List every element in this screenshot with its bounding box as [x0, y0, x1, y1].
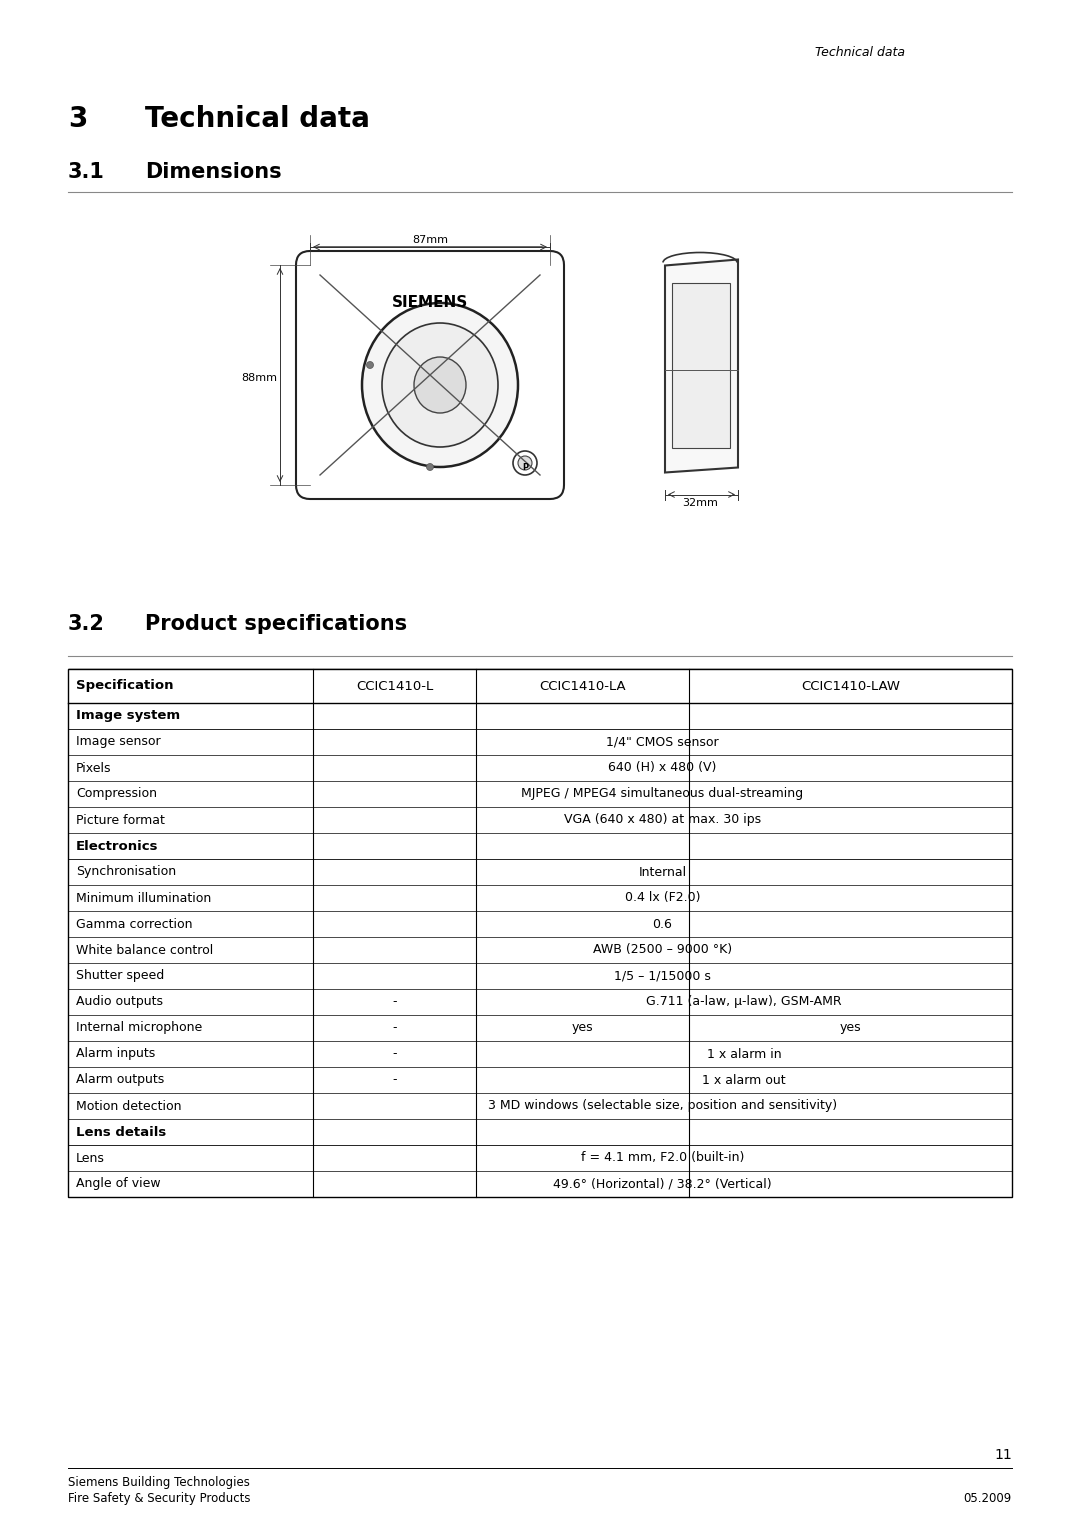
- Bar: [68, 669, 1012, 1197]
- Text: 0.4 lx (F2.0): 0.4 lx (F2.0): [624, 892, 700, 904]
- Text: White balance control: White balance control: [76, 944, 213, 956]
- Text: Picture format: Picture format: [76, 814, 165, 826]
- FancyBboxPatch shape: [296, 250, 564, 499]
- Text: MJPEG / MPEG4 simultaneous dual-streaming: MJPEG / MPEG4 simultaneous dual-streamin…: [522, 788, 804, 800]
- Text: AWB (2500 – 9000 °K): AWB (2500 – 9000 °K): [593, 944, 732, 956]
- Ellipse shape: [414, 357, 465, 412]
- Text: CCIC1410-LAW: CCIC1410-LAW: [801, 680, 900, 693]
- Text: P: P: [522, 464, 528, 472]
- Text: Shutter speed: Shutter speed: [76, 970, 164, 982]
- Text: 1 x alarm in: 1 x alarm in: [706, 1048, 781, 1060]
- Text: Internal microphone: Internal microphone: [76, 1022, 202, 1034]
- Bar: [68, 834, 1012, 860]
- Text: Pixels: Pixels: [76, 762, 111, 774]
- Circle shape: [366, 362, 374, 368]
- Bar: [68, 702, 1012, 728]
- Text: 88mm: 88mm: [241, 373, 276, 383]
- Text: Internal: Internal: [638, 866, 687, 878]
- Text: Technical data: Technical data: [145, 105, 369, 133]
- Text: 1 x alarm out: 1 x alarm out: [702, 1073, 786, 1087]
- Text: 32mm: 32mm: [683, 498, 718, 508]
- Text: 3.2: 3.2: [68, 614, 105, 634]
- Text: -: -: [392, 1073, 396, 1087]
- Text: Technical data: Technical data: [815, 46, 905, 60]
- Text: VGA (640 x 480) at max. 30 ips: VGA (640 x 480) at max. 30 ips: [564, 814, 761, 826]
- Text: 0.6: 0.6: [652, 918, 673, 930]
- Text: f = 4.1 mm, F2.0 (built-in): f = 4.1 mm, F2.0 (built-in): [581, 1151, 744, 1165]
- Text: 49.6° (Horizontal) / 38.2° (Vertical): 49.6° (Horizontal) / 38.2° (Vertical): [553, 1177, 772, 1191]
- Text: Alarm inputs: Alarm inputs: [76, 1048, 156, 1060]
- Text: Lens: Lens: [76, 1151, 105, 1165]
- Text: 1/4" CMOS sensor: 1/4" CMOS sensor: [606, 736, 719, 748]
- Text: Dimensions: Dimensions: [145, 162, 282, 182]
- Text: 11: 11: [995, 1448, 1012, 1461]
- Text: Siemens Building Technologies: Siemens Building Technologies: [68, 1477, 249, 1489]
- Circle shape: [513, 450, 537, 475]
- Text: yes: yes: [571, 1022, 593, 1034]
- Text: Product specifications: Product specifications: [145, 614, 407, 634]
- Text: 3.1: 3.1: [68, 162, 105, 182]
- Text: -: -: [392, 1048, 396, 1060]
- Circle shape: [518, 457, 532, 470]
- Bar: [68, 1119, 1012, 1145]
- Ellipse shape: [362, 302, 518, 467]
- Text: -: -: [392, 1022, 396, 1034]
- Text: CCIC1410-LA: CCIC1410-LA: [539, 680, 625, 693]
- Text: Image system: Image system: [76, 710, 180, 722]
- Text: 1/5 – 1/15000 s: 1/5 – 1/15000 s: [615, 970, 711, 982]
- Text: Image sensor: Image sensor: [76, 736, 161, 748]
- Text: Lens details: Lens details: [76, 1125, 166, 1139]
- Text: -: -: [392, 996, 396, 1008]
- Text: Minimum illumination: Minimum illumination: [76, 892, 212, 904]
- Text: 87mm: 87mm: [411, 235, 448, 244]
- Ellipse shape: [382, 324, 498, 447]
- Text: 3 MD windows (selectable size, position and sensitivity): 3 MD windows (selectable size, position …: [488, 1099, 837, 1113]
- Text: Motion detection: Motion detection: [76, 1099, 181, 1113]
- Text: Angle of view: Angle of view: [76, 1177, 161, 1191]
- Text: 3: 3: [68, 105, 87, 133]
- Text: Compression: Compression: [76, 788, 157, 800]
- Text: 05.2009: 05.2009: [963, 1492, 1012, 1506]
- Polygon shape: [665, 260, 738, 472]
- Text: Gamma correction: Gamma correction: [76, 918, 192, 930]
- Text: SIEMENS: SIEMENS: [392, 295, 468, 310]
- Text: G.711 (a-law, μ-law), GSM-AMR: G.711 (a-law, μ-law), GSM-AMR: [646, 996, 841, 1008]
- Text: Audio outputs: Audio outputs: [76, 996, 163, 1008]
- Text: Electronics: Electronics: [76, 840, 159, 852]
- Text: Synchronisation: Synchronisation: [76, 866, 176, 878]
- Text: yes: yes: [839, 1022, 862, 1034]
- Bar: [672, 282, 730, 447]
- Text: CCIC1410-L: CCIC1410-L: [356, 680, 433, 693]
- Text: Fire Safety & Security Products: Fire Safety & Security Products: [68, 1492, 251, 1506]
- Text: Alarm outputs: Alarm outputs: [76, 1073, 164, 1087]
- Text: Specification: Specification: [76, 680, 174, 693]
- Bar: [68, 669, 1012, 702]
- Text: 640 (H) x 480 (V): 640 (H) x 480 (V): [608, 762, 717, 774]
- Circle shape: [427, 464, 433, 470]
